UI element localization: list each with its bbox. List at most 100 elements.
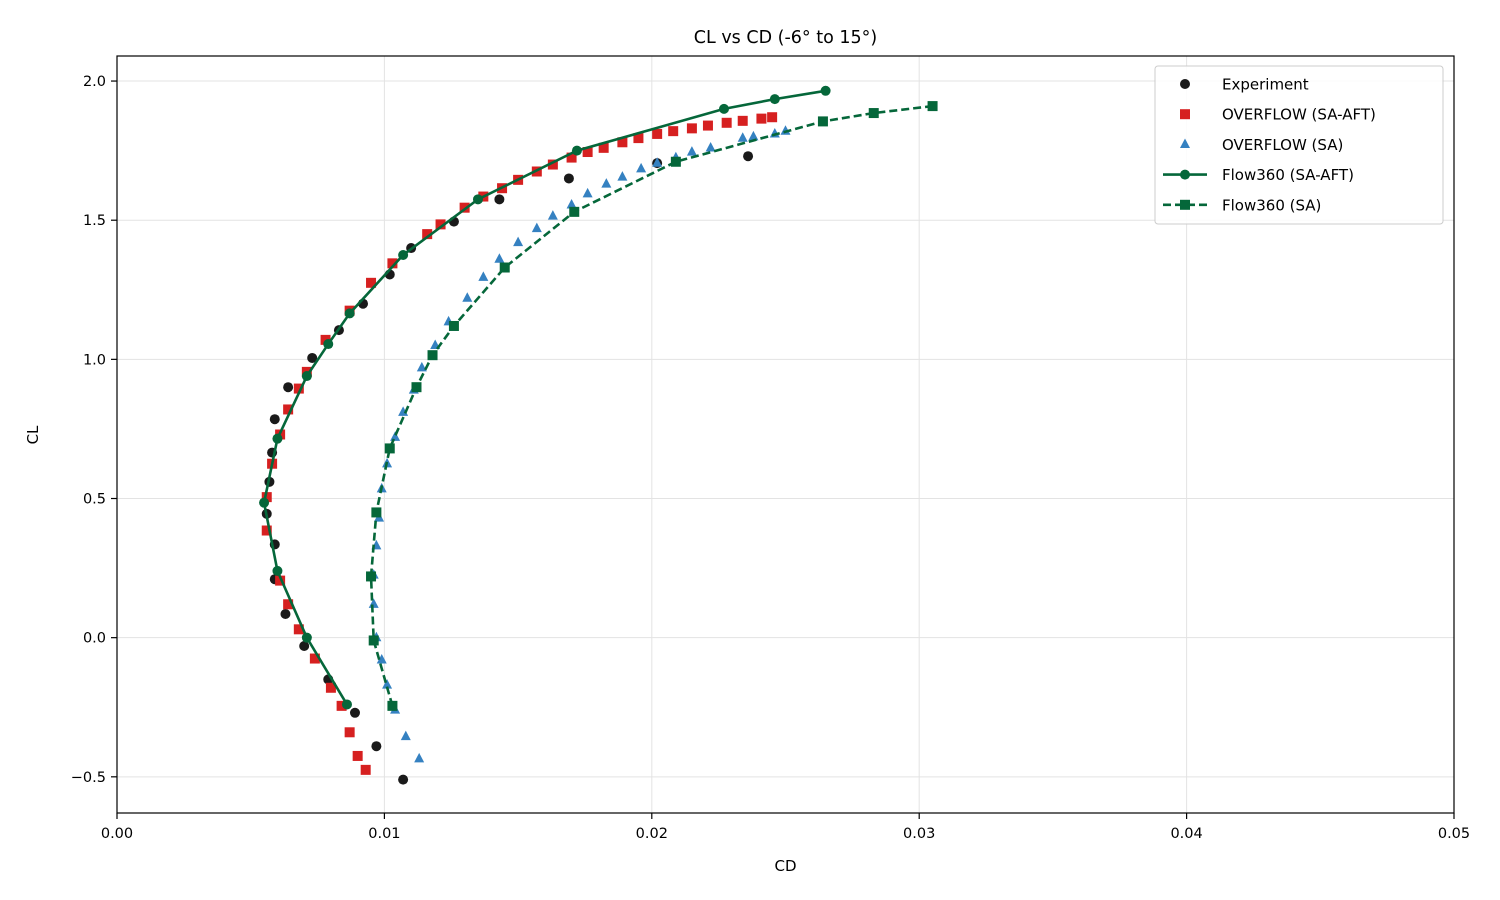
y-tick-label: −0.5 <box>71 770 106 786</box>
data-point <box>366 277 377 288</box>
y-axis-label: CL <box>24 425 42 444</box>
data-point <box>718 103 729 114</box>
data-point <box>275 575 286 586</box>
data-point <box>371 741 382 752</box>
data-point <box>636 162 647 173</box>
data-point <box>293 383 304 394</box>
data-point <box>344 308 355 319</box>
x-tick-label: 0.04 <box>1170 826 1202 842</box>
data-point <box>349 707 360 718</box>
data-point <box>702 120 713 131</box>
data-point <box>371 507 382 518</box>
data-point <box>566 152 577 163</box>
data-point <box>387 700 398 711</box>
legend-entry: OVERFLOW (SA) <box>1180 136 1343 154</box>
data-point <box>820 85 831 96</box>
data-point <box>668 126 679 137</box>
legend-label: Flow360 (SA) <box>1222 196 1321 214</box>
data-point <box>411 382 422 393</box>
data-point <box>769 94 780 105</box>
series-line <box>369 104 933 707</box>
legend-marker <box>1180 109 1190 120</box>
data-point <box>269 414 280 425</box>
data-point <box>259 497 270 508</box>
x-tick-label: 0.00 <box>101 826 133 842</box>
y-tick-label: 0.5 <box>83 492 106 508</box>
data-point <box>272 433 283 444</box>
data-point <box>598 142 609 153</box>
series-experiment <box>261 151 754 785</box>
data-point <box>299 641 310 652</box>
data-point <box>737 132 748 142</box>
data-point <box>435 219 446 230</box>
legend: Experiment OVERFLOW (SA-AFT) OVERFLOW (SA)… <box>1154 65 1444 225</box>
series-flow360-sa <box>366 101 938 711</box>
data-point <box>601 178 612 188</box>
data-point <box>705 141 716 152</box>
data-point <box>301 632 312 643</box>
data-point <box>422 229 433 240</box>
data-point <box>743 151 754 162</box>
data-point <box>767 112 778 123</box>
data-point <box>617 137 628 148</box>
data-point <box>368 635 379 646</box>
data-point <box>462 292 473 302</box>
legend-label: OVERFLOW (SA) <box>1222 136 1343 154</box>
data-point <box>325 682 336 693</box>
data-point <box>566 199 577 209</box>
y-tick-label: 2.0 <box>83 74 106 90</box>
data-point <box>817 116 828 127</box>
data-point <box>280 609 291 620</box>
data-point <box>283 382 294 393</box>
legend-box <box>1154 65 1444 225</box>
data-point <box>272 565 283 576</box>
data-point <box>376 654 387 664</box>
data-point <box>352 750 363 761</box>
data-point <box>283 599 294 610</box>
data-point <box>382 679 393 689</box>
y-tick-label: 1.0 <box>83 352 106 368</box>
data-point <box>582 187 593 198</box>
data-point <box>366 571 377 582</box>
x-tick-label: 0.05 <box>1438 826 1470 842</box>
legend-label: Flow360 (SA-AFT) <box>1222 166 1354 184</box>
data-point <box>344 727 355 738</box>
data-point <box>478 271 489 281</box>
data-point <box>652 128 663 139</box>
data-point <box>756 113 767 124</box>
x-tick-label: 0.01 <box>368 826 400 842</box>
data-point <box>427 350 438 361</box>
data-point <box>307 352 318 363</box>
data-point <box>261 525 272 536</box>
x-axis-label: CD <box>774 857 796 875</box>
data-point <box>283 404 294 415</box>
data-point <box>547 210 558 220</box>
legend-entry: Flow360 (SA) <box>1163 196 1321 214</box>
data-point <box>531 222 542 233</box>
data-point <box>323 339 334 350</box>
legend-marker <box>1180 169 1190 180</box>
data-point <box>563 173 574 184</box>
data-point <box>670 156 681 167</box>
data-point <box>398 774 409 785</box>
data-point <box>652 157 663 167</box>
data-point <box>547 159 558 170</box>
x-tick-label: 0.02 <box>636 826 668 842</box>
data-point <box>400 730 411 741</box>
data-point <box>494 194 505 205</box>
data-point <box>336 700 347 711</box>
data-point <box>686 123 697 134</box>
data-point <box>633 133 644 144</box>
legend-marker <box>1180 79 1190 89</box>
data-point <box>499 262 510 273</box>
data-point <box>748 130 759 141</box>
data-point <box>927 101 938 112</box>
data-point <box>582 147 593 158</box>
data-point <box>868 108 879 119</box>
legend-label: OVERFLOW (SA-AFT) <box>1222 106 1376 124</box>
data-point <box>261 492 272 503</box>
data-point <box>617 171 628 181</box>
series-line <box>262 89 826 706</box>
legend-label: Experiment <box>1222 76 1309 94</box>
